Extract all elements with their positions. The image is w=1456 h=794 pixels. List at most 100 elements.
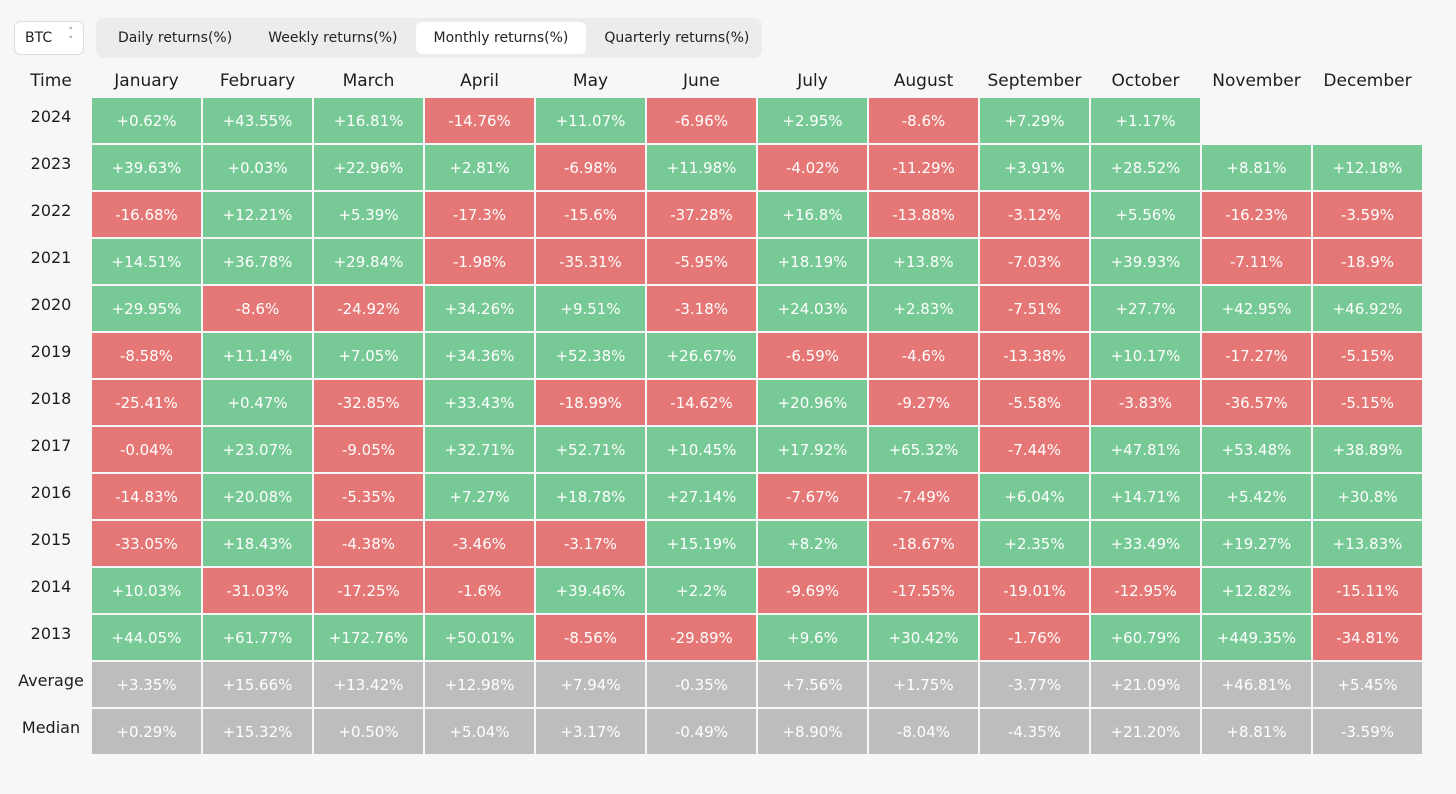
toolbar: BTC ˄ ˅ Daily returns(%) Weekly returns(%)…	[14, 18, 774, 58]
heatmap-cell: -9.69%	[758, 568, 867, 613]
heatmap-cell: +16.81%	[314, 98, 423, 143]
heatmap-cell: +0.47%	[203, 380, 312, 425]
heatmap-cell: +36.78%	[203, 239, 312, 284]
heatmap-cell: +7.94%	[536, 662, 645, 707]
heatmap-cell: -18.9%	[1313, 239, 1422, 284]
heatmap-cell: +43.55%	[203, 98, 312, 143]
row-label: 2016	[30, 483, 72, 502]
heatmap-cell: +12.98%	[425, 662, 534, 707]
heatmap-cell: +11.07%	[536, 98, 645, 143]
heatmap-cell: +10.03%	[92, 568, 201, 613]
heatmap-cell: +39.93%	[1091, 239, 1200, 284]
heatmap-cell: +5.45%	[1313, 662, 1422, 707]
heatmap-cell: -14.62%	[647, 380, 756, 425]
row-label: 2014	[30, 577, 72, 596]
heatmap-cell: -5.95%	[647, 239, 756, 284]
heatmap-cell: +0.29%	[92, 709, 201, 754]
heatmap-cell: -35.31%	[536, 239, 645, 284]
heatmap-cell: -24.92%	[314, 286, 423, 331]
heatmap-cell: +22.96%	[314, 145, 423, 190]
table-row: 2017 -0.04% +23.07% -9.05% +32.71% +52.71% +10…	[12, 427, 1422, 472]
heatmap-cell: +20.96%	[758, 380, 867, 425]
heatmap-cell: -7.67%	[758, 474, 867, 519]
heatmap-cell: -0.49%	[647, 709, 756, 754]
column-header-october: October	[1111, 71, 1180, 91]
column-header-june: June	[682, 71, 721, 91]
heatmap-cell: +9.51%	[536, 286, 645, 331]
heatmap-cell: -32.85%	[314, 380, 423, 425]
heatmap-cell: +28.52%	[1091, 145, 1200, 190]
heatmap-cell: +14.51%	[92, 239, 201, 284]
heatmap-cell: +5.04%	[425, 709, 534, 754]
heatmap-cell: +5.39%	[314, 192, 423, 237]
heatmap-cell: -3.77%	[980, 662, 1089, 707]
heatmap-cell: -5.58%	[980, 380, 1089, 425]
heatmap-cell: -11.29%	[869, 145, 978, 190]
heatmap-cell: -9.05%	[314, 427, 423, 472]
table-row: 2021 +14.51% +36.78% +29.84% -1.98% -35.31% -5…	[12, 239, 1422, 284]
heatmap-cell: +1.75%	[869, 662, 978, 707]
heatmap-cell: -1.76%	[980, 615, 1089, 660]
heatmap-cell: +13.83%	[1313, 521, 1422, 566]
row-label: 2015	[30, 530, 72, 549]
column-header-december: December	[1323, 71, 1412, 91]
heatmap-cell: +5.42%	[1202, 474, 1311, 519]
heatmap-cell: -7.03%	[980, 239, 1089, 284]
return-period-tabs: Daily returns(%) Weekly returns(%) Monthly…	[96, 18, 762, 58]
table-row: 2016 -14.83% +20.08% -5.35% +7.27% +18.78% +27…	[12, 474, 1422, 519]
tab-daily-returns[interactable]: Daily returns(%)	[118, 30, 233, 46]
heatmap-cell: -4.35%	[980, 709, 1089, 754]
heatmap-cell: -13.88%	[869, 192, 978, 237]
heatmap-cell: -4.02%	[758, 145, 867, 190]
heatmap-cell: +42.95%	[1202, 286, 1311, 331]
heatmap-cell: +21.09%	[1091, 662, 1200, 707]
row-label: 2018	[30, 389, 72, 408]
heatmap-cell: +52.71%	[536, 427, 645, 472]
tab-weekly-returns[interactable]: Weekly returns(%)	[268, 30, 398, 46]
heatmap-cell: +10.45%	[647, 427, 756, 472]
column-header-september: September	[987, 71, 1082, 91]
heatmap-cell: -8.04%	[869, 709, 978, 754]
heatmap-cell: -18.67%	[869, 521, 978, 566]
heatmap-cell: +9.6%	[758, 615, 867, 660]
column-header-march: March	[342, 71, 395, 91]
heatmap-cell: -15.11%	[1313, 568, 1422, 613]
heatmap-cell: +32.71%	[425, 427, 534, 472]
heatmap-cell: +0.03%	[203, 145, 312, 190]
heatmap-cell: -29.89%	[647, 615, 756, 660]
heatmap-cell: +29.84%	[314, 239, 423, 284]
table-row: 2020 +29.95% -8.6% -24.92% +34.26% +9.51% -3.1…	[12, 286, 1422, 331]
heatmap-cell: -5.35%	[314, 474, 423, 519]
heatmap-cell: +61.77%	[203, 615, 312, 660]
heatmap-cell: -4.6%	[869, 333, 978, 378]
table-row: 2019 -8.58% +11.14% +7.05% +34.36% +52.38% +26…	[12, 333, 1422, 378]
heatmap-cell: -17.55%	[869, 568, 978, 613]
empty-cell	[1202, 98, 1311, 143]
heatmap-cell: +8.81%	[1202, 145, 1311, 190]
asset-select-value: BTC	[25, 30, 53, 46]
heatmap-cell: +12.82%	[1202, 568, 1311, 613]
column-header-january: January	[114, 71, 179, 91]
heatmap-cell: +52.38%	[536, 333, 645, 378]
table-row: Median +0.29% +15.32% +0.50% +5.04% +3.17% -0.…	[12, 709, 1422, 754]
heatmap-cell: +18.43%	[203, 521, 312, 566]
heatmap-cell: +13.8%	[869, 239, 978, 284]
tab-quarterly-returns[interactable]: Quarterly returns(%)	[604, 30, 750, 46]
heatmap-cell: +2.95%	[758, 98, 867, 143]
heatmap-cell: +14.71%	[1091, 474, 1200, 519]
heatmap-cell: +2.83%	[869, 286, 978, 331]
heatmap-cell: +44.05%	[92, 615, 201, 660]
heatmap-cell: +15.32%	[203, 709, 312, 754]
column-header-april: April	[460, 71, 499, 91]
heatmap-cell: +12.18%	[1313, 145, 1422, 190]
row-label: 2024	[30, 107, 72, 126]
heatmap-cell: -3.18%	[647, 286, 756, 331]
heatmap-cell: +12.21%	[203, 192, 312, 237]
tab-monthly-returns[interactable]: Monthly returns(%)	[415, 22, 587, 54]
heatmap-cell: -13.38%	[980, 333, 1089, 378]
heatmap-cell: +18.78%	[536, 474, 645, 519]
heatmap-cell: -8.56%	[536, 615, 645, 660]
asset-select[interactable]: BTC ˄ ˅	[14, 21, 84, 55]
row-label: 2017	[30, 436, 72, 455]
heatmap-cell: -5.15%	[1313, 380, 1422, 425]
